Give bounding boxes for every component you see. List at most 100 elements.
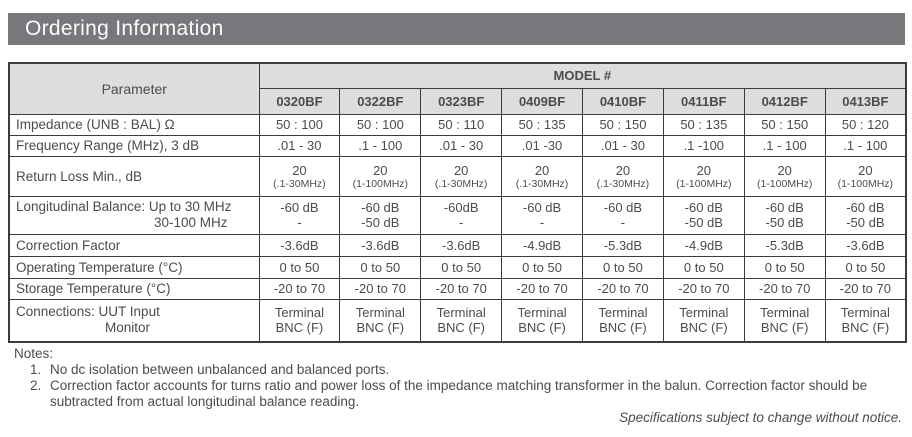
frequency-range-value: .1 - 100: [743, 134, 826, 157]
frequency-range-value: .1 - 100: [339, 134, 422, 157]
operating-temperature-value: 0 to 50: [258, 255, 341, 279]
longitudinal-balance-value: -60dB -: [420, 195, 503, 235]
operating-temperature-value: 0 to 50: [662, 255, 745, 279]
table-header-row-2: 0320BF 0322BF 0323BF 0409BF 0410BF 0411B…: [9, 87, 907, 115]
connections-value: Terminal BNC (F): [501, 298, 583, 343]
row-label-return-loss: Return Loss Min., dB: [8, 155, 260, 197]
frequency-range-value: .1 - 100: [824, 134, 907, 157]
storage-temperature-value: -20 to 70: [582, 277, 664, 300]
note-number: 1.: [30, 362, 42, 377]
frequency-range-value: .01 - 30: [258, 134, 341, 157]
row-label-frequency-range: Frequency Range (MHz), 3 dB: [8, 134, 260, 157]
notes-section: Notes: 1. No dc isolation between unbala…: [14, 346, 896, 410]
return-loss-value: 20 (1-100MHz): [743, 155, 826, 197]
model-group-header: MODEL #: [258, 62, 907, 89]
storage-temperature-value: -20 to 70: [420, 277, 503, 300]
operating-temperature-value: 0 to 50: [582, 255, 664, 279]
frequency-range-value: .1 -100: [662, 134, 745, 157]
operating-temperature-value: 0 to 50: [743, 255, 826, 279]
model-number-header: 0413BF: [824, 87, 907, 115]
table-row-impedance: Impedance (UNB : BAL) Ω 50 : 100 50 : 10…: [8, 113, 907, 136]
return-loss-value: 20 (.1-30MHz): [582, 155, 664, 197]
correction-factor-value: -3.6dB: [824, 233, 907, 257]
model-number-header: 0409BF: [501, 87, 583, 115]
model-number-header: 0320BF: [258, 87, 341, 115]
longitudinal-balance-value: -60 dB -: [582, 195, 664, 235]
impedance-value: 50 : 135: [662, 113, 745, 136]
table-row-operating-temperature: Operating Temperature (°C) 0 to 50 0 to …: [8, 255, 907, 279]
note-item: 1. No dc isolation between unbalanced an…: [14, 362, 896, 378]
correction-factor-value: -4.9dB: [501, 233, 583, 257]
storage-temperature-value: -20 to 70: [662, 277, 745, 300]
note-text: No dc isolation between unbalanced and b…: [50, 362, 390, 377]
impedance-value: 50 : 120: [824, 113, 907, 136]
frequency-range-value: .01 - 30: [582, 134, 664, 157]
storage-temperature-value: -20 to 70: [339, 277, 422, 300]
model-number-header: 0412BF: [743, 87, 826, 115]
specifications-disclaimer: Specifications subject to change without…: [619, 410, 902, 425]
row-label-storage-temperature: Storage Temperature (°C): [8, 277, 260, 300]
table-row-storage-temperature: Storage Temperature (°C) -20 to 70 -20 t…: [8, 277, 907, 300]
section-title: Ordering Information: [25, 17, 224, 40]
table-row-connections: Connections: UUT Input Monitor Terminal B…: [8, 298, 907, 343]
correction-factor-value: -3.6dB: [339, 233, 422, 257]
return-loss-value: 20 (.1-30MHz): [501, 155, 583, 197]
model-number-header: 0322BF: [339, 87, 422, 115]
operating-temperature-value: 0 to 50: [420, 255, 503, 279]
connections-value: Terminal BNC (F): [743, 298, 826, 343]
parameter-column-header: Parameter: [8, 62, 260, 115]
table-row-frequency-range: Frequency Range (MHz), 3 dB .01 - 30 .1 …: [8, 134, 907, 157]
return-loss-value: 20 (1-100MHz): [339, 155, 422, 197]
longitudinal-balance-value: -60 dB -50 dB: [824, 195, 907, 235]
impedance-value: 50 : 110: [420, 113, 503, 136]
row-label-correction-factor: Correction Factor: [8, 233, 260, 257]
impedance-value: 50 : 135: [501, 113, 583, 136]
note-item: 2. Correction factor accounts for turns …: [14, 378, 896, 410]
operating-temperature-value: 0 to 50: [824, 255, 907, 279]
note-number: 2.: [30, 378, 42, 393]
connections-value: Terminal BNC (F): [582, 298, 664, 343]
impedance-value: 50 : 100: [258, 113, 341, 136]
storage-temperature-value: -20 to 70: [501, 277, 583, 300]
correction-factor-value: -5.3dB: [743, 233, 826, 257]
connections-value: Terminal BNC (F): [339, 298, 422, 343]
impedance-value: 50 : 100: [339, 113, 422, 136]
connections-value: Terminal BNC (F): [824, 298, 907, 343]
return-loss-value: 20 (.1-30MHz): [258, 155, 341, 197]
row-label-impedance: Impedance (UNB : BAL) Ω: [8, 113, 260, 136]
table-row-return-loss: Return Loss Min., dB 20 (.1-30MHz) 20 (1-1…: [8, 155, 907, 197]
note-text: Correction factor accounts for turns rat…: [50, 378, 868, 409]
model-number-header: 0323BF: [420, 87, 503, 115]
row-label-longitudinal-balance: Longitudinal Balance: Up to 30 MHz 30-10…: [8, 195, 260, 235]
table-row-correction-factor: Correction Factor -3.6dB -3.6dB -3.6dB -…: [8, 233, 907, 257]
storage-temperature-value: -20 to 70: [258, 277, 341, 300]
return-loss-value: 20 (.1-30MHz): [420, 155, 503, 197]
longitudinal-balance-value: -60 dB -50 dB: [339, 195, 422, 235]
connections-value: Terminal BNC (F): [662, 298, 745, 343]
storage-temperature-value: -20 to 70: [743, 277, 826, 300]
model-number-header: 0410BF: [582, 87, 664, 115]
table-row-longitudinal-balance: Longitudinal Balance: Up to 30 MHz 30-10…: [8, 195, 907, 235]
notes-heading: Notes:: [14, 346, 54, 361]
impedance-value: 50 : 150: [743, 113, 826, 136]
model-number-header: 0411BF: [662, 87, 745, 115]
frequency-range-value: .01 -30: [501, 134, 583, 157]
row-label-operating-temperature: Operating Temperature (°C): [8, 255, 260, 279]
operating-temperature-value: 0 to 50: [339, 255, 422, 279]
operating-temperature-value: 0 to 50: [501, 255, 583, 279]
return-loss-value: 20 (1-100MHz): [662, 155, 745, 197]
longitudinal-balance-value: -60 dB -50 dB: [743, 195, 826, 235]
longitudinal-balance-value: -60 dB -: [501, 195, 583, 235]
row-label-connections: Connections: UUT Input Monitor: [8, 298, 260, 343]
impedance-value: 50 : 150: [582, 113, 664, 136]
connections-value: Terminal BNC (F): [258, 298, 341, 343]
frequency-range-value: .01 - 30: [420, 134, 503, 157]
section-title-bar: Ordering Information: [8, 13, 905, 45]
storage-temperature-value: -20 to 70: [824, 277, 907, 300]
connections-value: Terminal BNC (F): [420, 298, 503, 343]
correction-factor-value: -5.3dB: [582, 233, 664, 257]
correction-factor-value: -4.9dB: [662, 233, 745, 257]
ordering-information-table: Parameter MODEL # 0320BF 0322BF 0323BF 0…: [8, 62, 908, 343]
longitudinal-balance-value: -60 dB -: [258, 195, 341, 235]
